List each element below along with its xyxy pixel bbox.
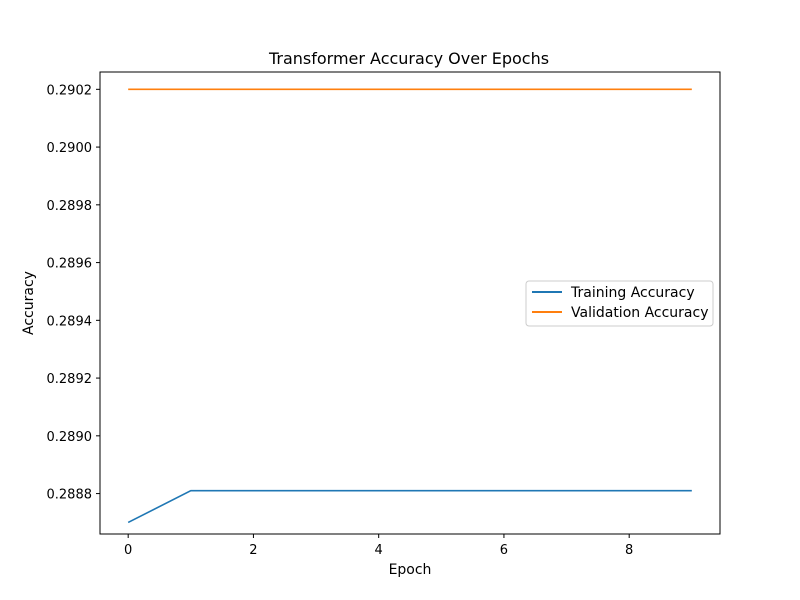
x-tick-label: 2 xyxy=(249,543,257,558)
series-line-training xyxy=(127,489,692,524)
y-tick-label: 0.2900 xyxy=(47,141,93,156)
y-axis-label: Accuracy xyxy=(21,271,37,335)
x-tick-label: 8 xyxy=(625,543,633,558)
y-tick-label: 0.2890 xyxy=(47,430,93,445)
x-axis-ticks: 0 2 4 6 8 xyxy=(124,534,633,558)
x-tick-label: 0 xyxy=(124,543,132,558)
legend-label-training: Training Accuracy xyxy=(570,285,695,301)
y-tick-label: 0.2898 xyxy=(47,199,93,214)
y-axis-ticks: 0.2888 0.2890 0.2892 0.2894 0.2896 0.2898 0.29… xyxy=(47,83,100,503)
chart-title: Transformer Accuracy Over Epochs xyxy=(268,49,549,68)
plot-frame xyxy=(99,71,721,535)
x-axis-label: Epoch xyxy=(389,562,432,578)
y-tick-label: 0.2892 xyxy=(47,372,93,387)
y-tick-label: 0.2894 xyxy=(47,314,93,329)
y-tick-label: 0.2888 xyxy=(47,488,93,503)
legend: Training Accuracy Validation Accuracy xyxy=(525,280,714,327)
series-layer xyxy=(127,88,692,524)
x-tick-label: 6 xyxy=(500,543,508,558)
y-tick-label: 0.2902 xyxy=(47,83,93,98)
y-tick-label: 0.2896 xyxy=(47,257,93,272)
x-tick-label: 4 xyxy=(375,543,383,558)
legend-box xyxy=(525,280,714,327)
legend-label-validation: Validation Accuracy xyxy=(571,305,709,321)
